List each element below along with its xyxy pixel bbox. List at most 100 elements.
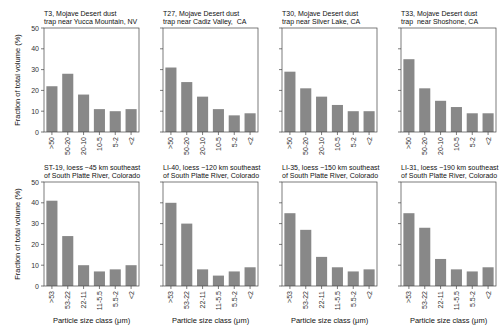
x-tick <box>170 286 171 289</box>
y-tick <box>279 132 282 133</box>
x-tick-label: 10-5 <box>96 137 103 151</box>
y-tick <box>279 69 282 70</box>
bar <box>126 109 137 132</box>
bar <box>165 203 176 286</box>
bar <box>284 72 295 132</box>
y-tick <box>41 265 44 266</box>
y-tick <box>160 48 163 49</box>
y-tick-label: 40 <box>31 45 39 52</box>
bar <box>62 74 73 132</box>
y-tick <box>160 69 163 70</box>
y-tick <box>41 286 44 287</box>
x-tick <box>289 132 290 135</box>
bar <box>213 276 224 286</box>
title-line: T3, Mojave Desert dust <box>44 10 116 18</box>
x-tick-label: 50-20 <box>421 137 428 155</box>
chart-root: 01020304050>5050-2020-1010-55-2<2T3, Moj… <box>0 0 500 329</box>
x-tick-label: 22-11 <box>199 291 206 308</box>
plot-frame <box>401 182 496 286</box>
x-tick-label: 11-5.5 <box>96 291 103 310</box>
y-tick <box>279 48 282 49</box>
y-tick <box>398 90 401 91</box>
y-tick-label: 0 <box>35 129 39 136</box>
x-tick <box>218 132 219 135</box>
bars <box>403 213 493 286</box>
x-tick <box>99 286 100 289</box>
x-tick-label: 5.5-2 <box>112 291 119 307</box>
y-tick <box>41 223 44 224</box>
x-tick-label: 50-20 <box>64 137 71 155</box>
bar <box>435 259 446 286</box>
x-tick <box>83 286 84 289</box>
x-tick <box>337 132 338 135</box>
title-line: LI-35, loess ~150 km southeast <box>282 164 380 171</box>
y-tick <box>41 48 44 49</box>
title-line: of South Platte River, Colorado <box>401 172 497 179</box>
x-tick <box>186 132 187 135</box>
x-tick <box>440 286 441 289</box>
panel: >5050-2020-1010-55-2<2T27, Mojave Desert… <box>160 10 258 155</box>
x-tick-label: 20-10 <box>437 137 444 155</box>
y-tick <box>398 202 401 203</box>
bar <box>229 115 240 132</box>
y-tick <box>398 286 401 287</box>
bars <box>46 74 136 132</box>
x-tick-label: >50 <box>286 137 293 149</box>
x-tick-label: <2 <box>247 137 254 145</box>
bar <box>165 68 176 132</box>
bar <box>467 271 478 286</box>
x-tick <box>456 132 457 135</box>
x-tick <box>234 132 235 135</box>
x-tick-label: >53 <box>405 291 412 303</box>
panel: >5050-2020-1010-55-2<2T30, Mojave Desert… <box>279 10 377 155</box>
x-tick <box>170 132 171 135</box>
bar <box>364 111 375 132</box>
y-tick <box>160 132 163 133</box>
x-axis-label: Particle size class (μm) <box>291 316 369 325</box>
x-tick-label: >53 <box>167 291 174 303</box>
panel-title: LI-31, loess ~190 km southeastof South P… <box>401 164 499 180</box>
x-tick <box>472 132 473 135</box>
x-tick <box>488 132 489 135</box>
panel: >5353-2222-1111-5.55.5-2<2LI-35, loess ~… <box>279 164 380 326</box>
x-tick <box>131 132 132 135</box>
x-tick-label: <2 <box>366 291 373 299</box>
x-tick-label: >50 <box>167 137 174 149</box>
x-tick-label: 5.5-2 <box>350 291 357 307</box>
x-tick <box>115 286 116 289</box>
bar <box>181 224 192 286</box>
title-line: of South Platte River, Colorado <box>44 172 140 179</box>
bar <box>110 269 121 286</box>
x-tick <box>472 286 473 289</box>
plot-frame <box>401 28 496 132</box>
panel: >5353-2222-1111-5.55.5-2<2LI-40, loess ~… <box>160 164 261 326</box>
panel-title: T3, Mojave Desert dusttrap near Yucca Mo… <box>44 10 138 27</box>
x-tick <box>51 286 52 289</box>
x-tick-label: 53-22 <box>421 291 428 309</box>
x-tick <box>408 132 409 135</box>
bars <box>403 59 493 132</box>
x-tick-label: <2 <box>128 291 135 299</box>
plot-frame <box>44 28 139 132</box>
x-tick-label: >50 <box>405 137 412 149</box>
x-tick <box>99 132 100 135</box>
y-tick <box>160 202 163 203</box>
x-axis-label: Particle size class (μm) <box>172 316 250 325</box>
bar <box>451 107 462 132</box>
y-tick <box>398 48 401 49</box>
x-tick-label: >50 <box>48 137 55 149</box>
title-line: trap near Shoshone, CA <box>401 18 478 26</box>
x-tick <box>250 132 251 135</box>
x-tick-label: 5-2 <box>350 137 357 147</box>
panel: 01020304050>5353-2222-1111-5.55.5-2<2ST-… <box>13 164 140 326</box>
x-tick <box>424 132 425 135</box>
plot-frame <box>163 28 258 132</box>
y-tick <box>279 244 282 245</box>
y-tick <box>398 28 401 29</box>
x-tick-label: 53-22 <box>302 291 309 309</box>
y-tick <box>41 90 44 91</box>
bar <box>332 105 343 132</box>
bar <box>213 109 224 132</box>
x-tick <box>353 132 354 135</box>
y-tick <box>279 286 282 287</box>
